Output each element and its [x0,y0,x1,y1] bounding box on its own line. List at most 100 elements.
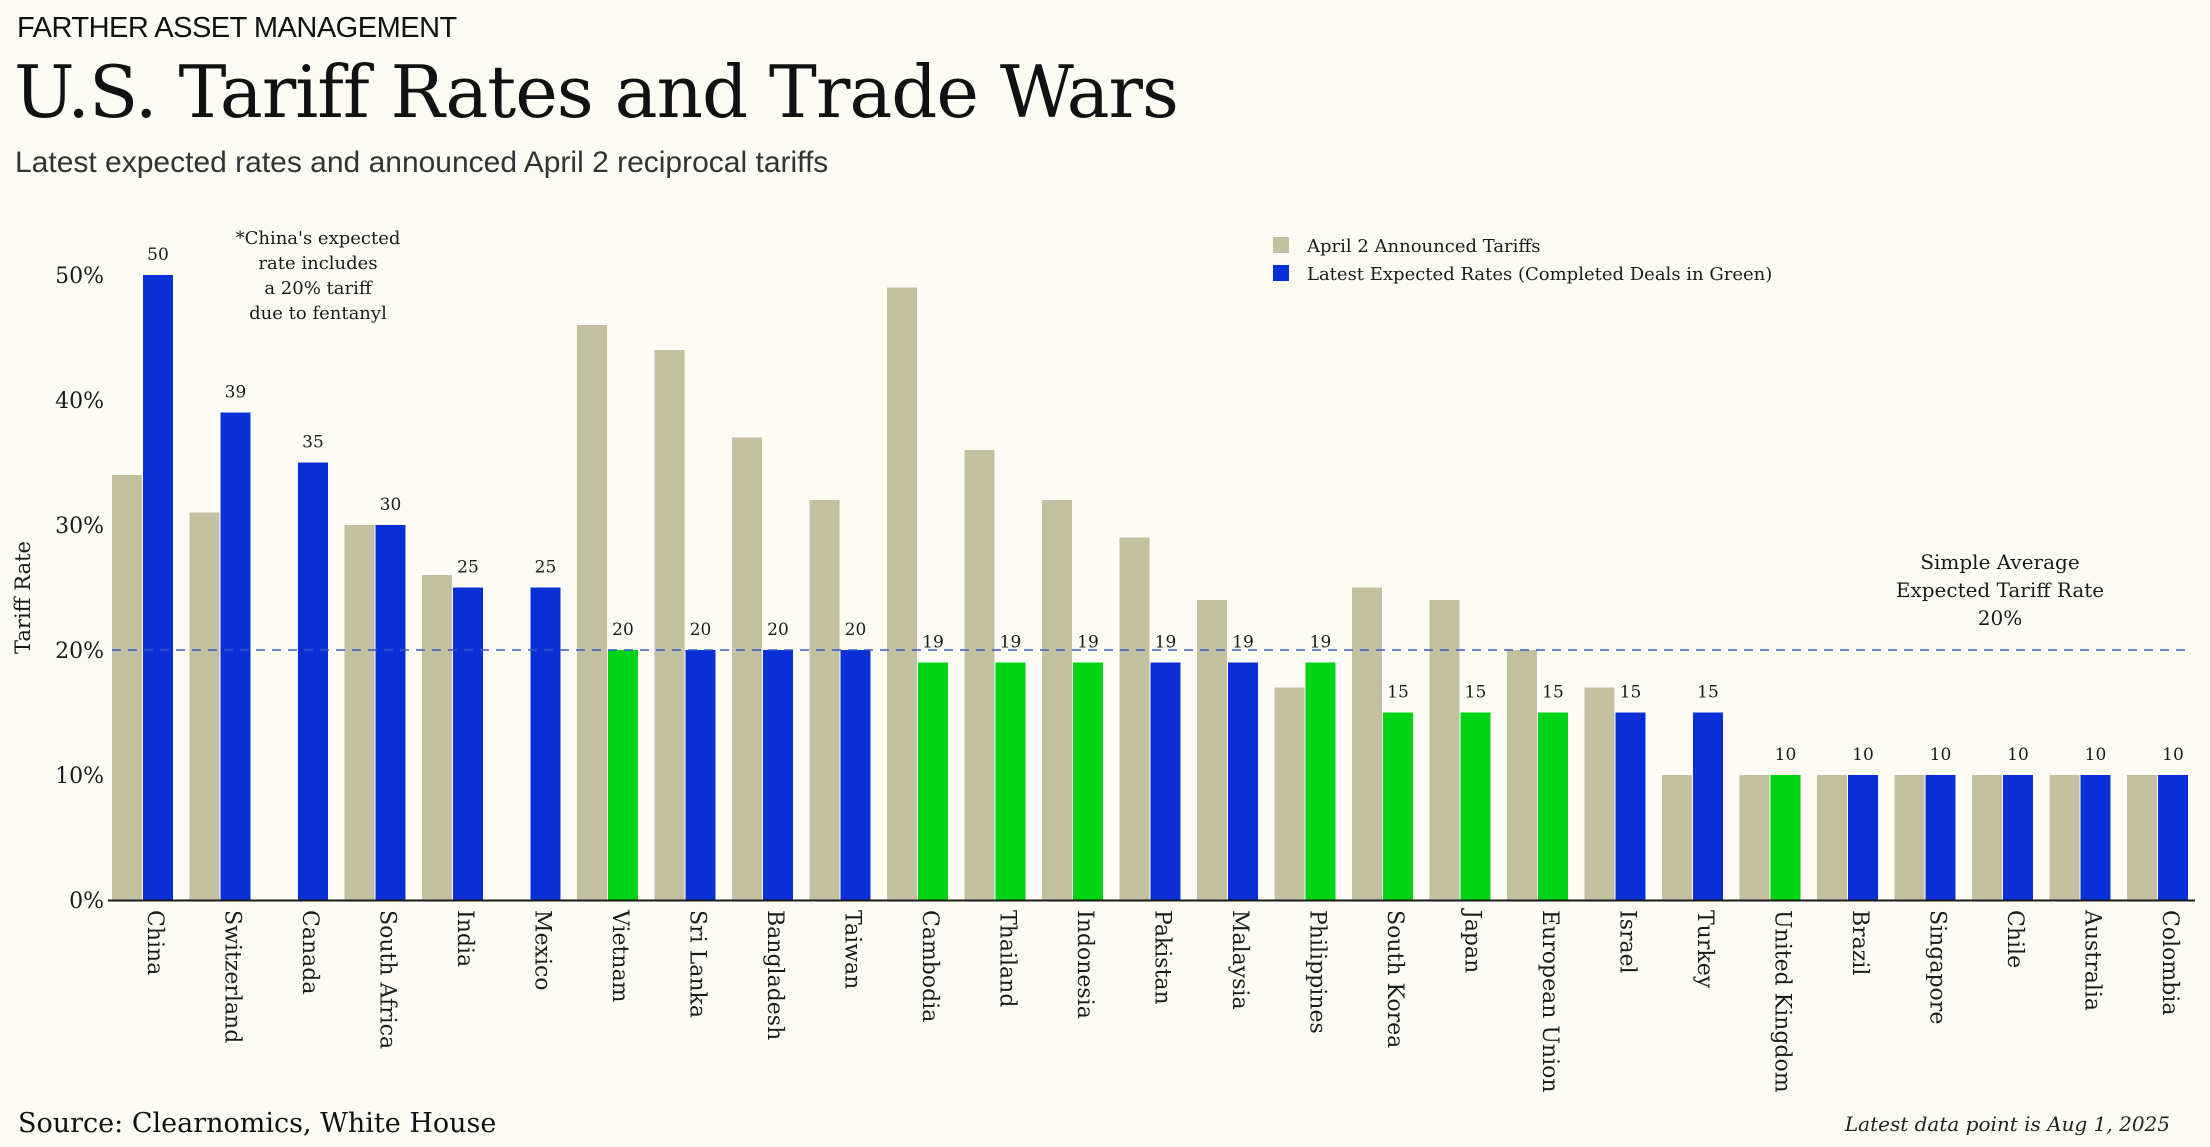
category-label: Taiwan [840,910,865,989]
announced-bar [654,350,685,900]
average-line-label: Simple Average [1920,550,2079,574]
expected-data-label: 39 [225,383,247,403]
expected-bar [375,525,406,900]
expected-bar [1073,662,1103,900]
announced-bar [1197,600,1227,900]
expected-bar [1770,775,1801,900]
expected-data-label: 15 [1697,683,1719,703]
expected-bar [2080,775,2111,900]
category-label: Switzerland [220,910,245,1043]
announced-bar [344,525,375,900]
expected-data-label: 10 [2085,745,2107,765]
category-label: Singapore [1925,910,1950,1024]
announced-bar [1042,500,1072,900]
brand-name: FARTHER ASSET MANAGEMENT [17,12,457,44]
expected-bar [1925,775,1956,900]
expected-data-label: 19 [922,633,944,653]
expected-data-label: 10 [1775,745,1797,765]
expected-bar [220,412,251,900]
category-label: Australia [2080,909,2105,1011]
expected-bar [918,662,948,900]
announced-bar [112,475,142,900]
expected-data-label: 50 [147,245,169,265]
announced-bar [2049,775,2080,900]
expected-bar [143,275,173,900]
expected-bar [685,650,716,900]
legend-label: April 2 Announced Tariffs [1306,236,1540,257]
announced-bar [577,325,607,900]
expected-bar [1615,712,1646,900]
legend-label: Latest Expected Rates (Completed Deals i… [1307,264,1772,285]
expected-data-label: 15 [1387,683,1409,703]
china-annotation: *China's expected [236,228,401,249]
announced-bar [1817,775,1847,900]
category-label: Mexico [530,910,555,991]
y-tick-label: 50% [55,264,104,289]
announced-bar [2127,775,2157,900]
expected-bar [1305,662,1336,900]
announced-bar [1274,687,1305,900]
announced-bar [1352,587,1382,900]
category-label: Sri Lanka [685,910,710,1018]
average-line-label: 20% [1978,606,2022,630]
expected-bar [298,462,328,900]
expected-bar [1693,712,1723,900]
expected-bar [840,650,871,900]
chart-subtitle: Latest expected rates and announced Apri… [15,146,829,179]
category-label: Vietnam [607,909,632,1003]
expected-bar [2158,775,2188,900]
announced-bar [964,450,995,900]
y-tick-label: 20% [55,639,104,664]
category-label: Turkey [1692,910,1717,989]
y-axis-label: Tariff Rate [11,541,35,654]
expected-data-label: 15 [1465,683,1487,703]
category-label: Malaysia [1227,910,1252,1010]
category-label: India [452,910,477,967]
expected-data-label: 10 [2007,745,2029,765]
expected-data-label: 15 [1542,683,1564,703]
expected-data-label: 19 [1000,633,1022,653]
announced-bar [1894,775,1925,900]
legend-swatch [1273,237,1289,253]
expected-data-label: 35 [302,433,324,453]
source-note: Source: Clearnomics, White House [18,1108,497,1139]
latest-data-note: Latest data point is Aug 1, 2025 [1844,1112,2170,1136]
y-tick-label: 10% [55,764,104,789]
average-line-label: Expected Tariff Rate [1896,578,2104,602]
y-tick-label: 30% [55,514,104,539]
category-label: European Union [1537,910,1562,1093]
expected-bar [1228,662,1258,900]
expected-data-label: 19 [1077,633,1099,653]
expected-data-label: 25 [535,558,557,578]
announced-bar [1507,650,1537,900]
expected-bar [530,587,561,900]
expected-data-label: 15 [1620,683,1642,703]
expected-bar [995,662,1026,900]
category-label: Japan [1460,908,1485,973]
expected-bar [608,650,638,900]
expected-bar [1848,775,1878,900]
expected-data-label: 10 [2162,745,2184,765]
y-tick-label: 0% [69,889,104,914]
category-label: China [142,910,167,975]
category-label: Canada [297,910,322,994]
expected-bar [1460,712,1491,900]
announced-bar [1429,600,1460,900]
expected-data-label: 19 [1310,633,1332,653]
expected-bar [1150,662,1181,900]
announced-bar [809,500,840,900]
announced-bar [189,512,220,900]
expected-data-label: 19 [1232,633,1254,653]
category-label: Bangladesh [762,910,787,1040]
announced-bar [422,575,452,900]
expected-bar [453,587,483,900]
announced-bar [1584,687,1615,900]
expected-data-label: 25 [457,558,479,578]
announced-bar [887,287,917,900]
expected-bar [763,650,793,900]
chart-title: U.S. Tariff Rates and Trade Wars [14,50,1179,134]
expected-data-label: 10 [1930,745,1952,765]
category-label: United Kingdom [1770,910,1795,1093]
china-annotation: due to fentanyl [249,303,387,324]
